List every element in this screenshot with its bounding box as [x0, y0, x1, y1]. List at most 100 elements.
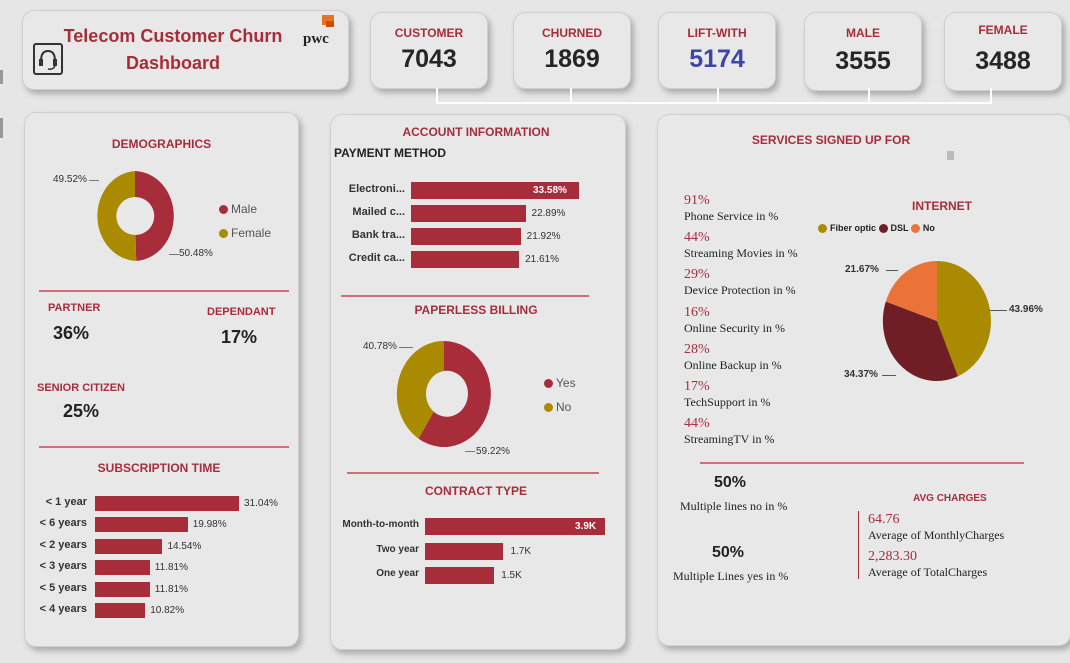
no-slice	[396, 340, 444, 439]
gender-legend: Male Female	[219, 197, 271, 245]
leader-line	[465, 451, 475, 452]
paperless-title: PAPERLESS BILLING	[414, 303, 538, 317]
internet-no-label: 21.67%	[845, 264, 879, 275]
service-pct: 16%	[684, 304, 710, 320]
payment-category-label: Mailed c...	[352, 206, 405, 218]
legend-no-label: No	[556, 400, 572, 414]
pwc-logo-text: pwc	[303, 31, 329, 47]
divider	[700, 462, 1024, 464]
demographics-card: DEMOGRAPHICS 49.52% 50.48% Male Female P…	[24, 112, 299, 647]
payment-bar	[411, 251, 520, 268]
yes-slice	[418, 341, 491, 447]
payment-category-label: Electroni...	[348, 183, 405, 195]
leader-line	[882, 375, 896, 376]
leader-line	[399, 347, 413, 348]
demographics-title: DEMOGRAPHICS	[111, 137, 212, 151]
subscription-value-label: 19.98%	[192, 519, 227, 531]
subscription-value-label: 31.04%	[244, 498, 278, 509]
subscription-category-label: < 3 years	[39, 560, 87, 573]
senior-value: 25%	[63, 401, 100, 421]
service-pct: 91%	[684, 193, 710, 208]
kpi-connector	[436, 102, 992, 104]
legend-female: Female	[219, 221, 271, 245]
headset-icon	[33, 43, 63, 75]
kpi-connector	[436, 88, 438, 104]
subscription-category-label: < 4 years	[39, 603, 87, 615]
legend-no: No	[910, 223, 935, 234]
dashboard-title: Telecom Customer Churn Dashboard	[53, 23, 293, 77]
legend-dot	[544, 379, 553, 389]
legend-dsl-label: DSL	[890, 223, 909, 233]
service-pct: 44%	[684, 230, 710, 246]
kpi-connector	[717, 88, 719, 104]
no-slice	[885, 260, 937, 321]
subscription-bar	[95, 517, 188, 533]
kpi-label: MALE	[846, 26, 880, 40]
side-marker	[0, 70, 3, 84]
multi-no-value: 50%	[714, 474, 747, 491]
multi-yes-value: 50%	[712, 544, 745, 561]
dsl-slice	[882, 301, 958, 382]
leader-line	[886, 270, 898, 271]
kpi-connector	[868, 88, 870, 104]
paperless-no-label: 40.78%	[363, 341, 397, 352]
avg-divider	[858, 511, 859, 579]
kpi-value: 1869	[544, 45, 600, 73]
avg-monthly-value: 64.76	[868, 512, 900, 527]
legend-dot	[878, 224, 888, 234]
legend-dot	[219, 229, 228, 239]
kpi-male: MALE 3555	[804, 12, 922, 91]
subscription-category-label: < 2 years	[39, 538, 87, 551]
internet-dsl-label: 34.37%	[844, 369, 878, 380]
service-pct: 29%	[684, 267, 710, 283]
contract-category-label: Two year	[376, 543, 419, 555]
multi-no-label: Multiple lines no in %	[680, 499, 788, 513]
female-pct-label: 49.52%	[53, 174, 87, 185]
legend-female-label: Female	[231, 226, 272, 240]
divider	[39, 290, 289, 292]
subscription-value-label: 14.54%	[167, 540, 202, 552]
internet-title: INTERNET	[912, 199, 972, 213]
legend-fiber-label: Fiber optic	[830, 223, 877, 233]
title-line-2: Dashboard	[125, 53, 221, 73]
avg-monthly-label: Average of MonthlyCharges	[868, 528, 1005, 542]
fiber-slice	[937, 261, 991, 377]
service-pct: 17%	[684, 379, 710, 394]
subscription-value-label: 11.81%	[154, 562, 188, 574]
leader-line	[990, 310, 1007, 311]
pwc-logo-mark	[322, 15, 334, 25]
service-label: Online Security in %	[684, 320, 785, 335]
kpi-value: 7043	[401, 45, 457, 73]
service-label: Online Backup in %	[684, 357, 782, 372]
service-pct: 28%	[684, 341, 710, 357]
paperless-yes-label: 59.22%	[476, 446, 510, 457]
kpi-label: FEMALE	[978, 23, 1028, 37]
contract-bar	[425, 567, 495, 584]
legend-yes-label: Yes	[556, 376, 576, 390]
kpi-label: CUSTOMER	[394, 26, 464, 40]
subscription-value-label: 10.82%	[150, 605, 185, 616]
service-label: Device Protection in %	[684, 283, 796, 298]
subscription-value-label: 11.81%	[154, 583, 188, 595]
paperless-legend: Yes No	[544, 371, 576, 419]
leader-line	[169, 254, 179, 255]
kpi-label: CHURNED	[542, 26, 602, 40]
avg-total-label: Average of TotalCharges	[868, 565, 988, 579]
paperless-donut	[396, 340, 491, 447]
avg-charges-title: AVG CHARGES	[913, 493, 987, 504]
internet-legend: Fiber optic DSL No	[818, 223, 935, 234]
contract-value-label: 1.5K	[501, 570, 522, 581]
internet-pie	[882, 260, 991, 382]
legend-dot	[818, 224, 827, 234]
multi-yes-label: Multiple Lines yes in %	[673, 569, 789, 583]
contract-category-label: One year	[376, 568, 419, 579]
subscription-bar	[95, 538, 163, 554]
female-slice	[97, 171, 137, 261]
divider	[341, 295, 589, 297]
legend-fiber: Fiber optic	[818, 223, 877, 234]
dependant-value: 17%	[221, 327, 258, 347]
title-line-1: Telecom Customer Churn	[63, 26, 283, 46]
kpi-connector	[990, 88, 992, 104]
scroll-marker	[947, 151, 954, 160]
legend-no: No	[544, 395, 576, 419]
